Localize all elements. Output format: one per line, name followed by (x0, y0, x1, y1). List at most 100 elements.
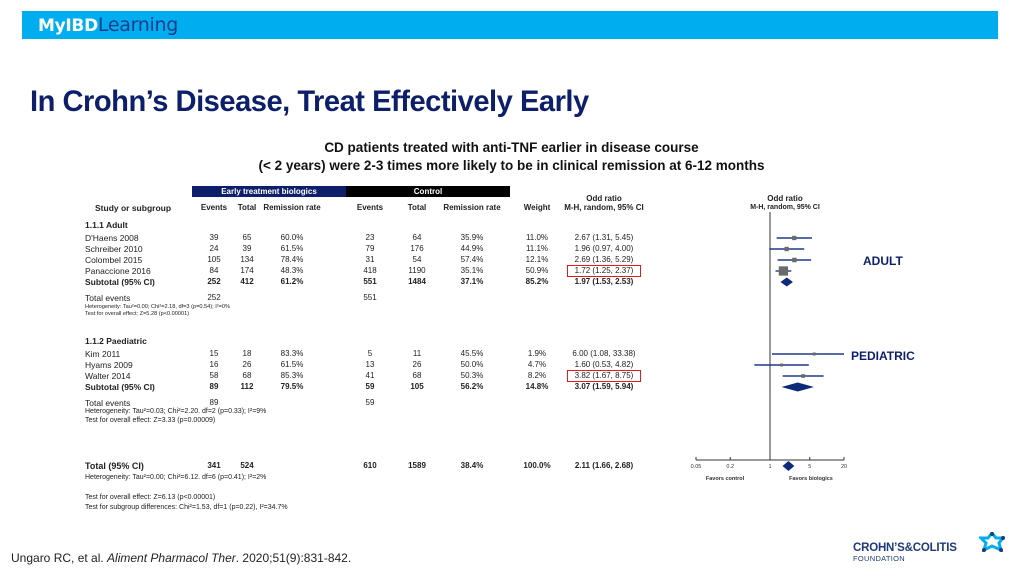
subgroup-heading: 1.1.2 Paediatric (85, 336, 147, 346)
foundation-logo: CROHN’S&COLITIS FOUNDATION (853, 532, 1013, 568)
ctl-events: 5 (367, 349, 373, 358)
ctl-total: 11 (412, 349, 422, 358)
weight: 8.2% (527, 371, 547, 380)
x-tick-label: 0.2 (726, 464, 734, 470)
subtotal-bio-total: 112 (240, 382, 254, 391)
bio-events: 24 (209, 244, 219, 253)
study-name: Schreiber 2010 (85, 244, 143, 254)
total-events-ctl: 551 (363, 293, 377, 302)
total-odds-ratio: 2.11 (1.66, 2.68) (574, 461, 634, 470)
bio-events: 15 (209, 349, 219, 358)
bio-rate: 85.3% (280, 371, 304, 380)
plot-title-line1: Odd ratio (767, 194, 803, 203)
ctl-events: 13 (365, 360, 375, 369)
ctl-events: 418 (363, 266, 377, 275)
group-header-control: Control (346, 186, 510, 197)
bio-rate: 48.3% (280, 266, 304, 275)
point-estimate-square (801, 374, 805, 378)
brand-part2: Learning (97, 14, 178, 36)
subtotal-weight: 85.2% (525, 277, 549, 286)
col-header-or-line1: Odd ratio (586, 194, 622, 203)
col-header-ctl-rate: Remission rate (443, 203, 501, 212)
pooled-diamond (781, 382, 815, 392)
pooled-diamond (782, 461, 795, 471)
subtotal-bio-events: 252 (207, 277, 221, 286)
weight: 11.0% (525, 233, 549, 242)
subtotal-label: Subtotal (95% CI) (85, 382, 155, 392)
bio-events: 39 (209, 233, 219, 242)
x-tick-label: 1 (768, 464, 771, 470)
odds-ratio: 3.82 (1.67, 8.75) (567, 370, 641, 382)
subtotal-ctl-total: 105 (410, 382, 424, 391)
bio-total: 65 (242, 233, 252, 242)
heterogeneity-text: Heterogeneity: Tau²=0.00; Chi²=2.18, df=… (85, 304, 230, 310)
ctl-total: 1190 (408, 266, 426, 275)
col-header-or-line2: M-H, random, 95% CI (564, 203, 644, 212)
total-events-bio: 252 (207, 293, 221, 302)
study-name: Kim 2011 (85, 349, 121, 359)
total-ctl-rate: 38.4% (460, 461, 484, 470)
ctl-rate: 35.1% (460, 266, 484, 275)
overall-effect-text: Test for overall effect: Z=5.28 (p<0.000… (85, 311, 190, 317)
subgroup-differences: Test for subgroup differences: Chi²=1.53… (85, 504, 288, 511)
ctl-total: 26 (412, 360, 422, 369)
bio-rate: 61.5% (280, 360, 304, 369)
subtotal-bio-events: 89 (209, 382, 219, 391)
subgroup-heading: 1.1.1 Adult (85, 220, 128, 230)
total-events-ctl: 59 (365, 398, 375, 407)
weight: 12.1% (525, 255, 549, 264)
bio-events: 58 (209, 371, 219, 380)
subtotal-ctl-total: 1484 (408, 277, 426, 286)
favors-control-label: Favors control (706, 476, 745, 482)
col-header-bio-events: Events (200, 203, 228, 212)
weight: 1.9% (527, 349, 547, 358)
subtotal-ctl-rate: 37.1% (460, 277, 484, 286)
point-estimate-square (792, 235, 797, 241)
logo-star-icon (979, 532, 1005, 552)
bio-total: 18 (242, 349, 252, 358)
total-label: Total (95% CI) (85, 461, 144, 471)
point-estimate-square (812, 352, 816, 356)
bio-events: 16 (209, 360, 219, 369)
citation-journal: Aliment Pharmacol Ther (107, 551, 236, 565)
heterogeneity-text: Heterogeneity: Tau²=0.03; Chi²=2.20. df=… (85, 408, 267, 415)
study-name: Panaccione 2016 (85, 266, 151, 276)
total-ctl-total: 1589 (408, 461, 426, 470)
col-header-study: Study or subgroup (95, 203, 172, 213)
subtotal-odds-ratio: 1.97 (1.53, 2.53) (574, 277, 634, 286)
weight: 50.9% (525, 266, 549, 275)
total-ctl-events: 610 (363, 461, 377, 470)
total-heterogeneity: Heterogeneity: Tau²=0.00; Chi²=6.12. df=… (85, 474, 267, 481)
bio-rate: 78.4% (280, 255, 304, 264)
citation-authors: Ungaro RC, et al. (11, 551, 108, 565)
bio-events: 84 (209, 266, 219, 275)
logo-sub-text: FOUNDATION (853, 554, 906, 563)
bio-events: 105 (207, 255, 221, 264)
ctl-events: 31 (365, 255, 375, 264)
ctl-total: 64 (412, 233, 422, 242)
slide-title: In Crohn’s Disease, Treat Effectively Ea… (30, 85, 589, 118)
bio-rate: 83.3% (280, 349, 304, 358)
point-estimate-square (792, 257, 797, 263)
col-header-ctl-events: Events (356, 203, 384, 212)
total-bio-total: 524 (240, 461, 254, 470)
study-name: Colombel 2015 (85, 255, 143, 265)
ctl-total: 176 (410, 244, 424, 253)
study-name: D'Haens 2008 (85, 233, 139, 243)
study-name: Walter 2014 (85, 371, 131, 381)
odds-ratio: 1.60 (0.53, 4.82) (574, 360, 634, 369)
x-tick-label: 20 (841, 464, 847, 470)
ctl-rate: 57.4% (460, 255, 484, 264)
odds-ratio: 2.69 (1.36, 5.29) (574, 255, 634, 264)
ctl-rate: 50.3% (460, 371, 484, 380)
bio-total: 39 (242, 244, 252, 253)
ctl-events: 79 (365, 244, 375, 253)
group-label-adult: ADULT (863, 254, 903, 268)
ctl-total: 68 (412, 371, 422, 380)
bio-total: 134 (240, 255, 254, 264)
subtotal-label: Subtotal (95% CI) (85, 277, 155, 287)
total-events-label: Total events (85, 293, 131, 303)
citation-rest: . 2020;51(9):831-842. (235, 551, 352, 565)
ctl-events: 23 (365, 233, 375, 242)
group-header-biologics: Early treatment biologics (192, 186, 346, 197)
